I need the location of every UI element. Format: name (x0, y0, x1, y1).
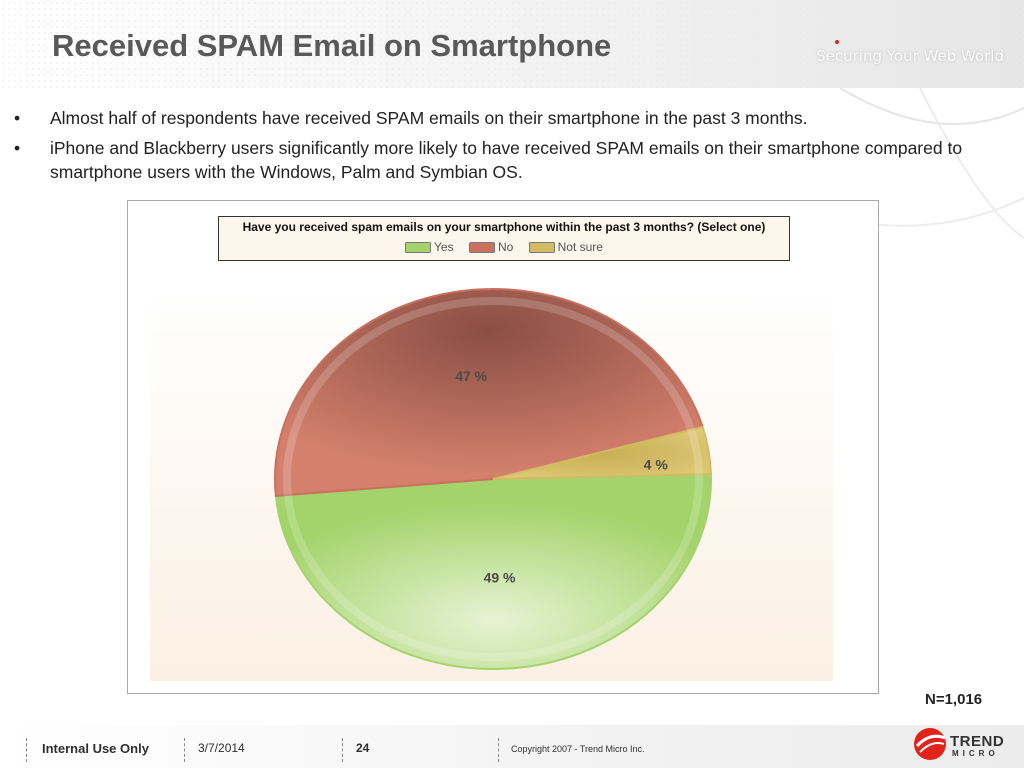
logo-word-trend: TREND (950, 733, 1005, 750)
pie-chart: 49 % 47 % 4 % (274, 288, 712, 670)
data-label-not-sure: 4 % (644, 457, 669, 473)
chart-header-box: Have you received spam emails on your sm… (218, 216, 790, 261)
bullet-list: • Almost half of respondents have receiv… (14, 106, 1004, 190)
legend-swatch-no (468, 242, 495, 254)
footer-separator (26, 738, 27, 762)
bullet-text: iPhone and Blackberry users significantl… (50, 138, 963, 182)
bullet-text: Almost half of respondents have received… (50, 108, 808, 128)
chart-title: Have you received spam emails on your sm… (242, 220, 766, 234)
legend-label-no: No (497, 240, 514, 254)
pie-slice-not-sure (492, 425, 712, 480)
slide-title: Received SPAM Email on Smartphone (52, 28, 612, 63)
logo-word-micro: MICRO (952, 749, 999, 758)
legend-label-not-sure: Not sure (557, 240, 603, 254)
legend-item-yes: Yes (405, 240, 454, 254)
footer-copyright: Copyright 2007 - Trend Micro Inc. (511, 744, 645, 754)
data-label-yes: 49 % (484, 570, 516, 586)
header-band (0, 0, 1024, 88)
footer-page-number: 24 (356, 741, 370, 755)
legend-item-not-sure: Not sure (528, 240, 603, 254)
trend-micro-logo-icon (914, 728, 946, 760)
footer-separator (184, 738, 185, 762)
tagline-dot (835, 40, 839, 44)
bullet-dot: • (14, 108, 21, 128)
legend-item-no: No (468, 240, 514, 254)
bullet-item: • iPhone and Blackberry users significan… (14, 136, 1004, 184)
sample-size-label: N=1,016 (925, 691, 983, 708)
legend-swatch-yes (405, 242, 432, 254)
legend-label-yes: Yes (434, 240, 454, 254)
footer-separator (342, 738, 343, 762)
chart-frame: Have you received spam emails on your sm… (127, 200, 879, 694)
footer-classification: Internal Use Only (42, 741, 149, 756)
bullet-item: • Almost half of respondents have receiv… (14, 106, 1004, 130)
tagline: Securing Your Web World (816, 47, 1004, 65)
footer-separator (498, 738, 499, 762)
bullet-dot: • (14, 138, 21, 158)
pie-slice-yes (274, 473, 712, 670)
data-label-no: 47 % (455, 368, 487, 384)
footer-band (0, 725, 1024, 768)
pie-slice-no (274, 288, 704, 497)
legend-swatch-not-sure (528, 242, 555, 254)
legend: Yes No Not sure (219, 240, 789, 254)
pie-rim-highlight (283, 297, 703, 661)
footer-date: 3/7/2014 (198, 741, 245, 755)
